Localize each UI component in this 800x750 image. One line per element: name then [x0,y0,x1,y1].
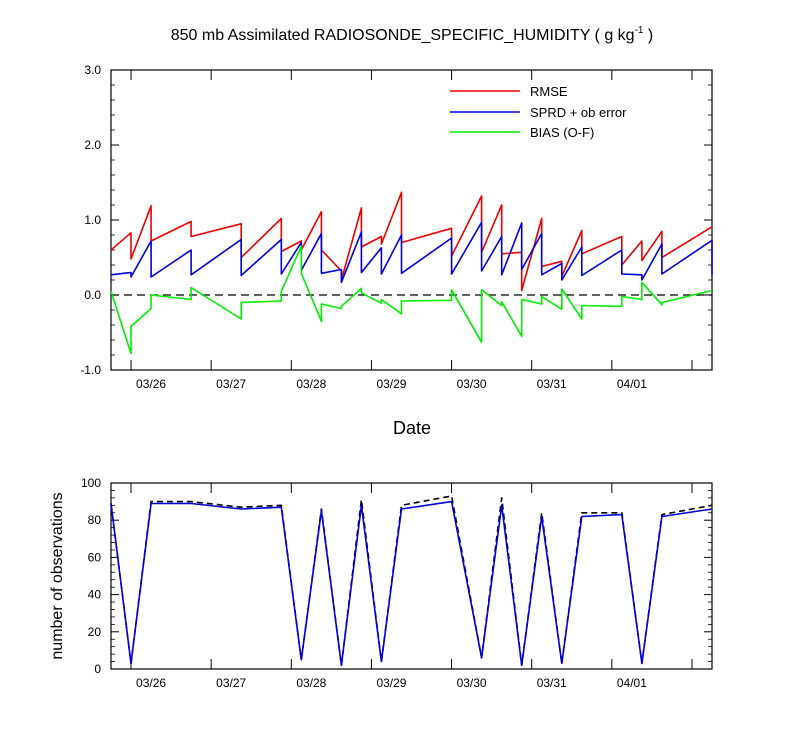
bottom-axes: 0 20 40 60 80 100 03/26 03/27 03/28 03/29 03/30 03/… [81,476,712,690]
bottom-series-possible [110,495,713,667]
bottom-ytick-label: 20 [88,625,102,639]
bottom-ytick-label: 40 [88,588,102,602]
bottom-xtick-label: 03/27 [216,676,246,690]
legend-rmse-label: RMSE [530,84,568,99]
top-xtick-label: 04/01 [617,377,647,391]
top-series-sprd-ob-error [110,221,713,284]
top-series-bias-o-f [110,245,713,355]
bottom-xtick-label: 03/26 [136,676,166,690]
bottom-xtick-label: 03/28 [296,676,326,690]
top-ytick-label: 3.0 [84,63,101,77]
bottom-ytick-label: 0 [94,662,101,676]
top-series-group [110,191,713,355]
top-ytick-label: -1.0 [80,363,101,377]
top-xtick-label: 03/29 [376,377,406,391]
bottom-xtick-label: 03/29 [376,676,406,690]
top-xtick-label: 03/30 [457,377,487,391]
top-xtick-label: 03/31 [537,377,567,391]
legend: RMSE SPRD + ob error BIAS (O-F) [450,84,627,140]
chart-title: 850 mb Assimilated RADIOSONDE_SPECIFIC_H… [171,25,654,44]
bottom-xtick-label: 04/01 [617,676,647,690]
top-ytick-label: 0.0 [84,288,101,302]
bottom-series-group [110,495,713,667]
x-axis-label: Date [393,418,431,438]
bottom-series-assimilated [110,500,713,667]
y-axis-label-observations: number of observations [49,492,66,659]
top-axes: -1.0 0.0 1.0 2.0 3.0 03/26 03/27 03/28 03/29 03/3… [80,63,712,391]
top-xtick-label: 03/27 [216,377,246,391]
bottom-xtick-label: 03/31 [537,676,567,690]
top-xtick-label: 03/26 [136,377,166,391]
bottom-ytick-label: 60 [88,550,102,564]
top-xtick-label: 03/28 [296,377,326,391]
legend-bias-label: BIAS (O-F) [530,125,594,140]
bottom-plot-frame [110,482,713,670]
top-ytick-label: 2.0 [84,138,101,152]
bottom-ytick-label: 100 [81,476,101,490]
top-ytick-label: 1.0 [84,213,101,227]
bottom-xtick-label: 03/30 [457,676,487,690]
bottom-ytick-label: 80 [88,513,102,527]
top-series-rmse [110,191,713,292]
legend-sprd-label: SPRD + ob error [530,105,627,120]
